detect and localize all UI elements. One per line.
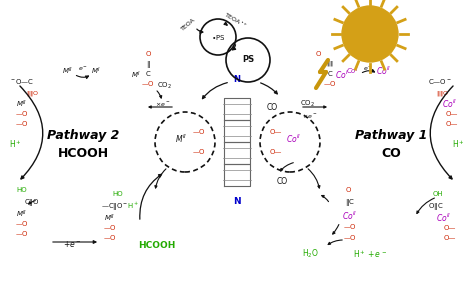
Text: CO$_2$: CO$_2$ <box>301 99 316 109</box>
Text: TEOA$^{\bullet+}$: TEOA$^{\bullet+}$ <box>222 11 248 31</box>
Circle shape <box>342 6 398 62</box>
Text: OH: OH <box>433 191 443 197</box>
Text: H$^+$: H$^+$ <box>9 138 21 150</box>
Text: $\Vert$C: $\Vert$C <box>345 197 355 208</box>
Text: $M^{I}$: $M^{I}$ <box>131 69 141 81</box>
Text: —O: —O <box>104 225 116 231</box>
Text: $\Vert\Vert$: $\Vert\Vert$ <box>326 60 334 69</box>
Text: —C$\Vert$O$^-$: —C$\Vert$O$^-$ <box>101 201 129 212</box>
Text: Pathway 1: Pathway 1 <box>355 129 427 142</box>
Text: CO: CO <box>276 177 288 186</box>
Text: $M^{II}$: $M^{II}$ <box>17 208 27 220</box>
Text: O—: O— <box>446 121 458 127</box>
Text: $Co^{II}$: $Co^{II}$ <box>442 98 458 110</box>
Text: $Co^{II}$: $Co^{II}$ <box>286 133 302 145</box>
Text: CO$_2$: CO$_2$ <box>157 81 173 91</box>
Text: O—: O— <box>444 235 456 241</box>
Text: CO: CO <box>381 147 401 160</box>
Text: $\bullet$PS: $\bullet$PS <box>210 32 225 41</box>
Text: $\times e^-$: $\times e^-$ <box>302 112 318 120</box>
Text: HO: HO <box>113 191 123 197</box>
Text: $Co^{II}$: $Co^{II}$ <box>436 212 452 224</box>
Text: C: C <box>328 71 332 77</box>
Text: —O: —O <box>104 235 116 241</box>
Text: CO: CO <box>266 102 278 111</box>
Text: —O: —O <box>324 81 336 87</box>
Text: —O: —O <box>193 149 205 155</box>
Text: $e^-$: $e^-$ <box>78 65 88 73</box>
Text: O—: O— <box>444 225 456 231</box>
Text: $Co^{I}$: $Co^{I}$ <box>346 65 358 77</box>
Text: —O: —O <box>193 129 205 135</box>
Text: —O: —O <box>344 235 356 241</box>
Text: —O: —O <box>142 81 154 87</box>
Text: O: O <box>146 51 151 57</box>
Text: —O: —O <box>16 221 28 227</box>
Text: O—: O— <box>270 129 282 135</box>
Text: Pathway 2: Pathway 2 <box>47 129 119 142</box>
Text: $e^-$: $e^-$ <box>363 65 373 73</box>
Text: HO: HO <box>17 187 27 193</box>
Text: C—O$^-$: C—O$^-$ <box>428 78 452 87</box>
Text: $\Vert\Vert$O: $\Vert\Vert$O <box>436 89 448 98</box>
Text: $Co^{I}$: $Co^{I}$ <box>335 69 349 81</box>
Text: $Co^{II}$: $Co^{II}$ <box>342 210 358 222</box>
Text: —O: —O <box>344 224 356 230</box>
Text: TEOA: TEOA <box>180 17 196 31</box>
Text: $\times e^-$: $\times e^-$ <box>155 100 171 108</box>
Text: $M^{II}$: $M^{II}$ <box>63 65 73 77</box>
Text: O—: O— <box>446 111 458 117</box>
Text: H$_2$O: H$_2$O <box>301 248 319 260</box>
Text: $\Vert\Vert$O: $\Vert\Vert$O <box>26 89 38 98</box>
Text: $\Vert$: $\Vert$ <box>146 58 150 69</box>
Text: $M^{II}$: $M^{II}$ <box>175 133 187 145</box>
Text: $M^{II}$: $M^{II}$ <box>17 98 27 110</box>
Text: $Co^{II}$: $Co^{II}$ <box>376 65 392 77</box>
Text: $^-$O—C: $^-$O—C <box>9 78 35 87</box>
Text: N: N <box>234 76 240 85</box>
Text: —O: —O <box>16 111 28 117</box>
Text: O—: O— <box>270 149 282 155</box>
Text: N: N <box>233 197 241 206</box>
Text: H$^+$: H$^+$ <box>452 138 465 150</box>
Text: C: C <box>146 71 150 77</box>
Text: O: O <box>346 187 351 193</box>
Text: $+e^-$: $+e^-$ <box>63 239 81 249</box>
Text: PS: PS <box>242 56 254 65</box>
Text: HCOOH: HCOOH <box>138 241 176 250</box>
Text: HCOOH: HCOOH <box>57 147 109 160</box>
Text: O: O <box>315 51 321 57</box>
Text: C$\Vert$O: C$\Vert$O <box>24 197 40 208</box>
Text: $M^{II}$: $M^{II}$ <box>104 212 116 224</box>
Text: O$\Vert$C: O$\Vert$C <box>428 201 444 212</box>
Text: —O: —O <box>16 231 28 237</box>
Text: H$^+$: H$^+$ <box>127 201 139 211</box>
Text: —O: —O <box>16 121 28 127</box>
Text: H$^+ + e^-$: H$^+ + e^-$ <box>353 248 387 260</box>
Text: $M^{I}$: $M^{I}$ <box>91 65 101 77</box>
